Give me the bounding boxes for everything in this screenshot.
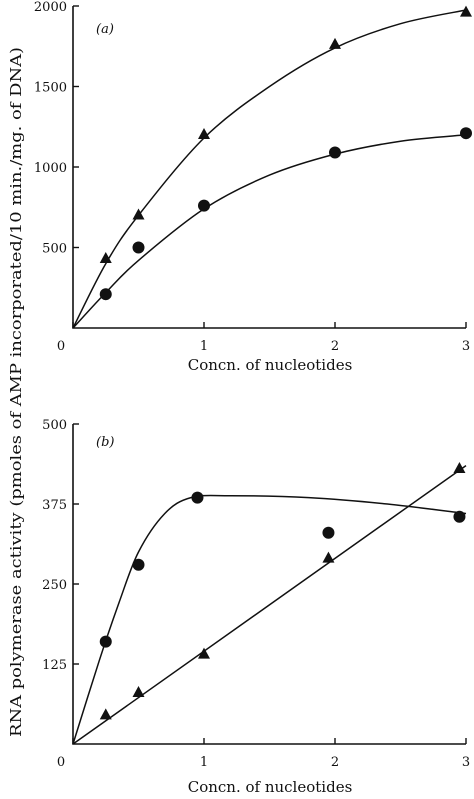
triangle-data-point bbox=[132, 685, 145, 697]
panel-b-curves bbox=[72, 464, 467, 745]
triangle-data-point bbox=[460, 5, 472, 17]
triangle-data-point bbox=[322, 551, 335, 563]
y-axis-label: RNA polymerase activity (pmoles of AMP i… bbox=[9, 47, 25, 737]
y-tick-label: 1500 bbox=[34, 81, 67, 96]
panel-b-marks bbox=[99, 461, 466, 720]
x-tick-label: 1 bbox=[200, 339, 208, 354]
panel-a-y-ticks: 500 1000 1500 2000 bbox=[34, 0, 79, 257]
panel-a-label: (a) bbox=[96, 22, 114, 37]
x-tick-label: 3 bbox=[462, 755, 470, 770]
triangle-series-curve bbox=[72, 464, 467, 745]
y-tick-label: 250 bbox=[42, 578, 67, 593]
panel-a-x-axis-label: Concn. of nucleotides bbox=[188, 356, 353, 374]
circle-data-point bbox=[99, 635, 112, 648]
x-tick-label: 1 bbox=[200, 755, 208, 770]
panel-b-label: (b) bbox=[96, 435, 114, 450]
triangle-data-point bbox=[132, 208, 145, 220]
triangle-data-point bbox=[99, 251, 112, 263]
panel-a-axes bbox=[72, 6, 466, 329]
y-tick-label: 125 bbox=[42, 658, 67, 673]
panel-a: (a) 0 1 2 3 500 1000 1500 2000 Concn. of nucle… bbox=[34, 0, 472, 374]
panel-b-y-ticks: 125 250 375 500 bbox=[42, 418, 79, 673]
circle-data-point bbox=[99, 288, 112, 301]
x-tick-label: 0 bbox=[57, 755, 65, 770]
panel-b: (b) 0 1 2 3 125 250 375 500 Concn. of nucleoti… bbox=[42, 418, 470, 796]
circle-data-point bbox=[322, 526, 335, 539]
panel-a-curves bbox=[72, 9, 467, 329]
circle-data-point bbox=[191, 491, 204, 504]
circle-data-point bbox=[460, 127, 472, 140]
circle-data-point bbox=[198, 199, 210, 212]
x-tick-label: 2 bbox=[331, 339, 339, 354]
circle-data-point bbox=[329, 146, 341, 159]
triangle-data-point bbox=[329, 37, 341, 49]
y-tick-label: 500 bbox=[42, 242, 67, 257]
panel-b-x-ticks: 0 1 2 3 bbox=[57, 738, 470, 770]
triangle-data-point bbox=[453, 461, 466, 473]
circle-series-curve bbox=[72, 494, 467, 745]
triangle-data-point bbox=[99, 708, 112, 720]
triangle-data-point bbox=[198, 127, 210, 139]
circle-data-point bbox=[132, 241, 145, 254]
y-tick-label: 1000 bbox=[34, 161, 67, 176]
y-tick-label: 2000 bbox=[34, 0, 67, 15]
x-tick-label: 3 bbox=[462, 339, 470, 354]
panel-b-axes bbox=[72, 424, 466, 745]
x-tick-label: 2 bbox=[331, 755, 339, 770]
circle-series-curve bbox=[72, 134, 467, 329]
panel-a-marks bbox=[99, 5, 472, 301]
circle-data-point bbox=[453, 510, 466, 523]
y-tick-label: 375 bbox=[42, 498, 67, 513]
panel-a-x-ticks: 0 1 2 3 bbox=[57, 322, 470, 354]
panel-b-x-axis-label: Concn. of nucleotides bbox=[188, 778, 353, 796]
x-tick-label: 0 bbox=[57, 339, 65, 354]
circle-data-point bbox=[132, 558, 145, 571]
y-tick-label: 500 bbox=[42, 418, 67, 433]
triangle-series-curve bbox=[72, 9, 467, 329]
triangle-data-point bbox=[198, 647, 210, 659]
